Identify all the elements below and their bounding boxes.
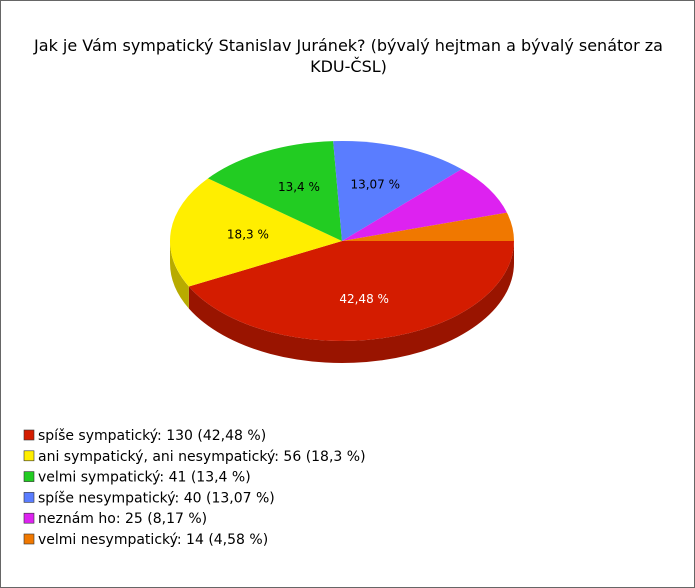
legend-swatch — [23, 450, 35, 462]
legend-swatch — [23, 492, 35, 503]
pie-slice — [333, 140, 462, 241]
pie-slice — [188, 241, 514, 341]
pie-slice — [342, 212, 514, 241]
slice-label: 13,4 % — [278, 180, 320, 194]
legend-swatch — [23, 471, 35, 482]
chart-title: Jak je Vám sympatický Stanislav Juránek?… — [34, 36, 663, 76]
slice-label: 13,07 % — [350, 177, 400, 191]
legend-label: spíše sympatický: 130 (42,48 %) — [38, 428, 266, 444]
slice-label: 18,3 % — [227, 227, 269, 241]
legend-label: velmi sympatický: 41 (13,4 %) — [38, 470, 251, 486]
legend-swatch — [23, 533, 35, 545]
legend-label: ani sympatický, ani nesympatický: 56 (18… — [38, 449, 366, 465]
pie-slice — [207, 141, 342, 241]
pie-slice-side — [170, 241, 189, 309]
slice-label: 42,48 % — [339, 292, 389, 306]
legend-label: velmi nesympatický: 14 (4,58 %) — [38, 532, 268, 548]
legend-swatch — [23, 429, 35, 441]
legend-swatch — [23, 512, 35, 524]
pie-slice — [342, 169, 507, 241]
pie-slice-side — [188, 241, 514, 363]
legend-label: spíše nesympatický: 40 (13,07 %) — [38, 490, 275, 506]
pie-slice — [169, 178, 342, 287]
legend-label: neznám ho: 25 (8,17 %) — [38, 511, 207, 527]
